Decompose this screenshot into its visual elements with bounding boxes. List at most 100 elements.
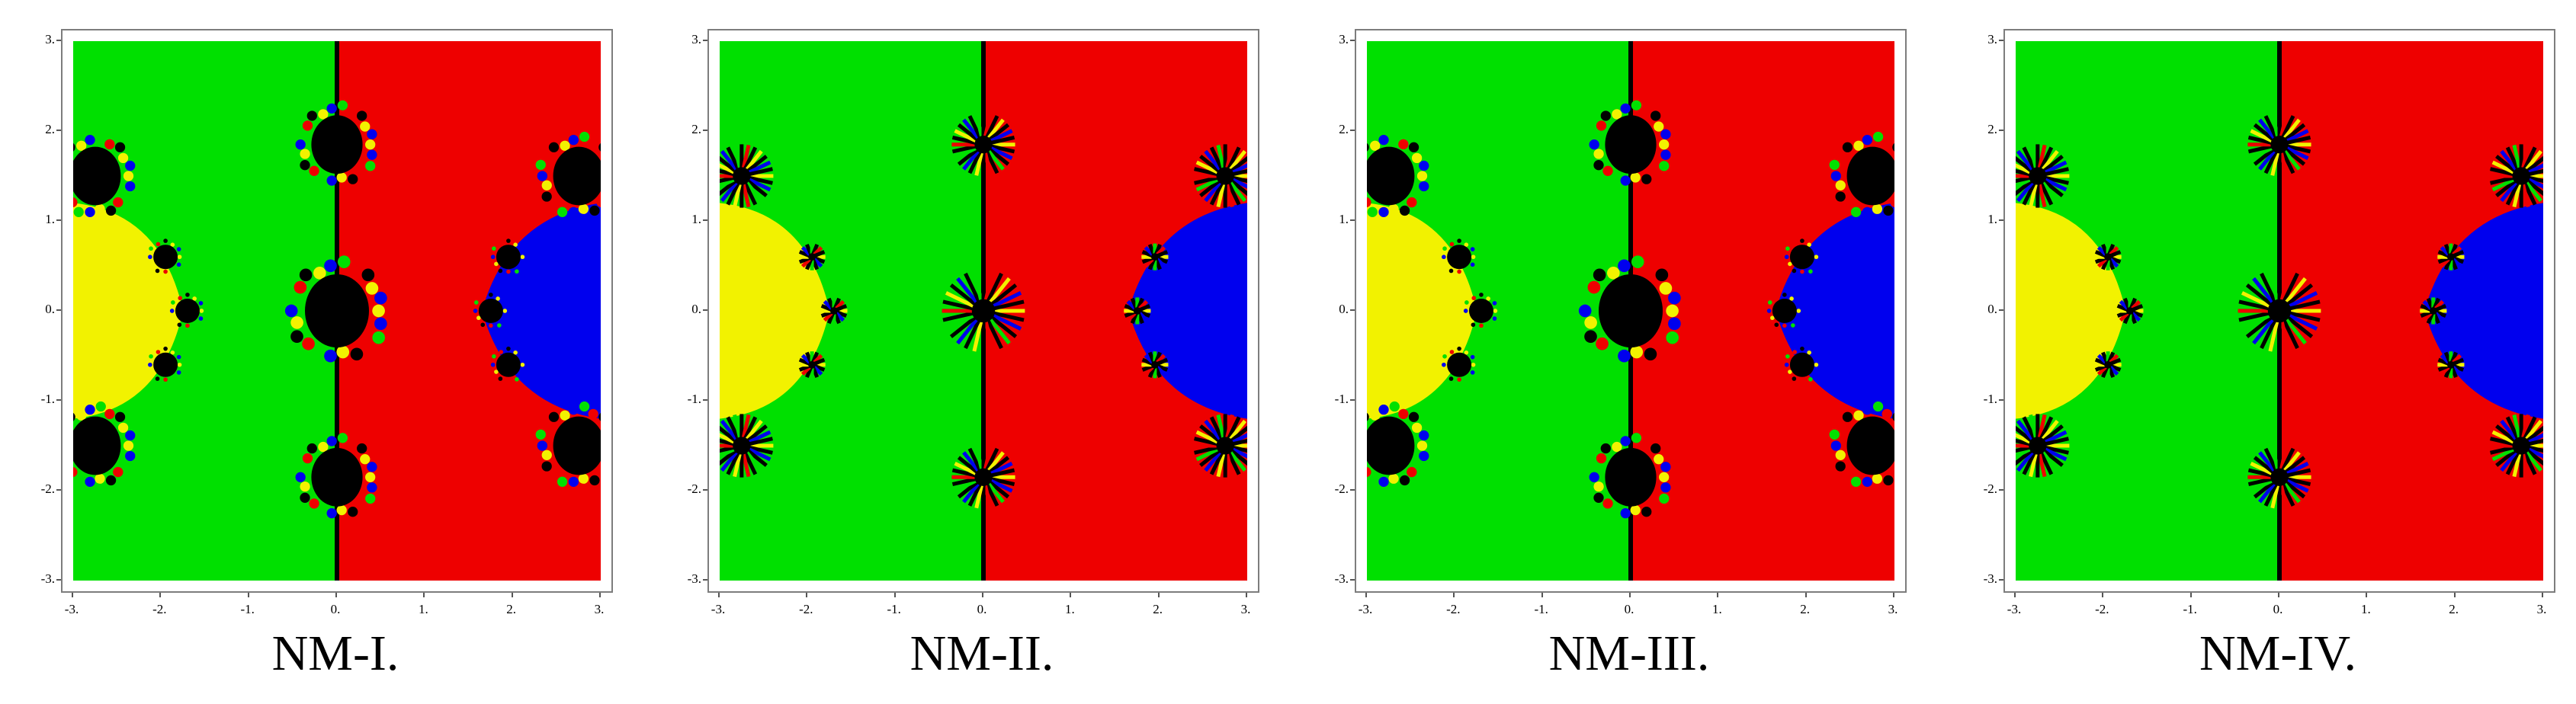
fractal-fringe-dot <box>302 453 313 464</box>
fractal-fringe-dot <box>117 152 129 164</box>
fractal-fringe-dot <box>1842 411 1853 422</box>
y-tick-label: -1. <box>687 392 701 406</box>
fractal-fringe-dot <box>123 440 134 451</box>
y-tick-label: -2. <box>1334 482 1349 496</box>
x-tick-mark <box>982 593 983 597</box>
fractal-fringe-dot <box>1470 370 1475 375</box>
x-tick-mark <box>72 593 73 597</box>
fractal-fringe-dot <box>172 377 176 382</box>
x-tick-mark <box>599 593 601 597</box>
fractal-fringe-dot <box>1620 436 1631 446</box>
fractal-fringe-dot <box>318 441 329 453</box>
fractal-fringe-dot <box>300 492 310 503</box>
fractal-fringe-dot <box>365 472 376 482</box>
y-tick-mark <box>1999 219 2003 221</box>
fractal-fringe-dot <box>494 261 499 267</box>
fractal-fringe-dot <box>557 476 568 487</box>
x-tick-mark <box>335 593 337 597</box>
fractal-fringe-dot <box>337 100 348 110</box>
fractal-fringe-dot <box>95 131 106 142</box>
basin-panel: 3. 2. 1. 0. -1. -2. -3. -3. -2. -1. 0. 1. 2. 3. NM-II. <box>662 0 1272 704</box>
fractal-fringe-dot <box>163 377 168 382</box>
fractal-fringe-dot <box>1807 242 1811 248</box>
fractal-fringe-dot <box>1465 269 1470 274</box>
fractal-fringe-dot <box>294 460 304 472</box>
fractal-fringe-dot <box>178 296 183 301</box>
fractal-fringe-dot <box>1589 472 1599 482</box>
fractal-fringe-dot <box>568 476 579 488</box>
y-tick-mark <box>56 399 61 401</box>
fractal-fringe-dot <box>148 254 152 260</box>
fractal-fringe-dot <box>73 467 78 478</box>
fractal-fringe-dot <box>1612 441 1622 453</box>
y-tick-mark <box>703 309 707 311</box>
x-tick-label: 0. <box>977 602 987 616</box>
fractal-fringe-dot <box>1442 362 1446 367</box>
fractal-fringe-dot <box>1442 246 1447 251</box>
fractal-fringe-dot <box>367 129 377 139</box>
fractal-fringe-dot <box>497 323 502 328</box>
fractal-fringe-dot <box>104 408 115 420</box>
fractal-fringe-dot <box>1448 268 1454 274</box>
attractor-bulb-small <box>1447 352 1472 377</box>
attractor-bulb <box>1846 416 1894 475</box>
fractal-fringe-dot <box>1648 165 1659 176</box>
fractal-fringe-dot <box>1419 181 1429 192</box>
fractal-fringe-dot <box>171 300 175 305</box>
fractal-fringe-dot <box>579 401 590 412</box>
y-tick-mark <box>703 489 707 491</box>
fractal-fringe-dot <box>76 140 87 151</box>
fractal-fringe-dot <box>1445 261 1449 267</box>
fractal-fringe-dot <box>1587 460 1598 472</box>
fractal-fringe-dot <box>123 171 134 181</box>
fractal-fringe-dot <box>1448 376 1454 381</box>
fractal-fringe-dot <box>1850 206 1862 217</box>
fractal-fringe-dot <box>1587 128 1598 139</box>
y-tick-mark <box>1350 219 1355 221</box>
x-tick-mark <box>1629 593 1631 597</box>
fractal-fringe-dot <box>1407 466 1417 478</box>
plot-frame <box>1355 29 1907 593</box>
fractal-fringe-dot <box>1862 206 1873 218</box>
fractal-fringe-dot <box>537 171 547 181</box>
star-core <box>2029 167 2047 185</box>
fractal-fringe-dot <box>1620 103 1631 114</box>
x-tick-label: -1. <box>887 602 901 616</box>
fractal-fringe-dot <box>1609 175 1620 186</box>
fractal-fringe-dot <box>348 264 362 278</box>
fractal-fringe-dot <box>1630 504 1641 516</box>
fractal-fringe-dot <box>177 322 182 328</box>
fractal-fringe-dot <box>544 421 555 432</box>
star-core <box>974 136 993 154</box>
fractal-fringe-dot <box>1775 296 1779 301</box>
attractor-bulb <box>1846 146 1894 206</box>
fractal-fringe-dot <box>588 408 598 420</box>
fractal-fringe-dot <box>1813 247 1818 251</box>
fractal-fringe-dot <box>1668 317 1681 331</box>
fractal-fringe-dot <box>1388 203 1399 214</box>
fractal-fringe-dot <box>1830 171 1841 181</box>
y-tick-mark <box>56 130 61 131</box>
fractal-fringe-dot <box>1813 354 1818 360</box>
fractal-fringe-dot <box>1457 377 1461 382</box>
fractal-fringe-dot <box>1788 370 1792 374</box>
fractal-fringe-dot <box>1631 255 1644 268</box>
x-tick-mark <box>1453 593 1455 597</box>
fractal-fringe-dot <box>1795 316 1801 321</box>
y-tick-mark <box>703 579 707 581</box>
fractal-fringe-dot <box>1835 191 1846 202</box>
fractal-fringe-dot <box>76 410 87 421</box>
fractal-fringe-dot <box>1449 350 1455 354</box>
fractal-fringe-dot <box>1792 376 1797 381</box>
fractal-fringe-dot <box>1584 316 1597 329</box>
fractal-fringe-dot <box>73 412 75 421</box>
fractal-fringe-dot <box>294 128 304 139</box>
x-tick-label: -3. <box>64 602 79 616</box>
fractal-fringe-dot <box>502 309 508 313</box>
fractal-fringe-dot <box>535 159 546 171</box>
fractal-fringe-dot <box>169 309 175 313</box>
fractal-fringe-dot <box>1800 269 1804 274</box>
star-core <box>1133 307 1141 315</box>
fractal-fringe-dot <box>1784 254 1789 260</box>
fractal-fringe-dot <box>365 282 379 295</box>
